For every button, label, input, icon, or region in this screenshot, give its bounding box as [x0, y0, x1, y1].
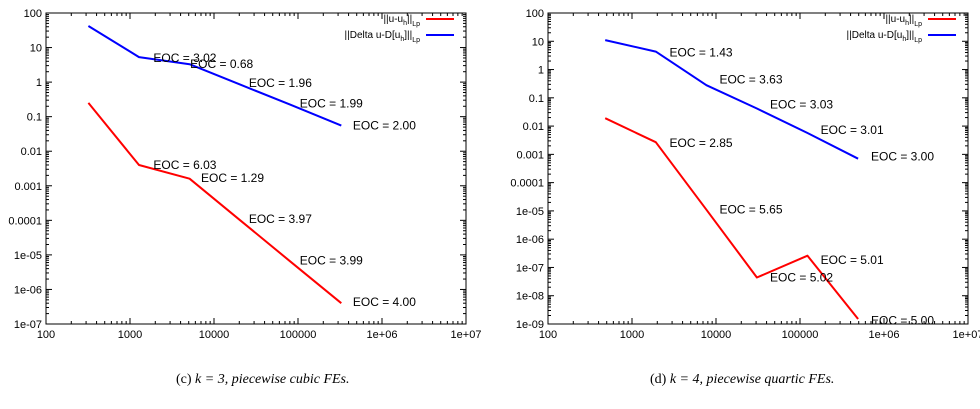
- eoc-annotation: EOC = 3.02: [153, 51, 216, 65]
- y-tick-label: 0.0001: [8, 215, 42, 227]
- eoc-annotation: EOC = 3.99: [300, 254, 363, 268]
- series-line-1: [604, 39, 859, 160]
- eoc-annotation: EOC = 1.29: [201, 171, 264, 185]
- x-tick-label: 1e+07: [953, 329, 980, 341]
- chart-right: 100 1000 10000 100000 1e+06 1e+07 1e-09 1e-08 1e…: [510, 8, 980, 341]
- eoc-annotation: EOC = 3.00: [871, 150, 934, 164]
- eoc-annotation: EOC = 2.85: [670, 136, 733, 150]
- x-tick-label: 10000: [199, 329, 230, 341]
- y-tick-label: 0.1: [529, 93, 544, 105]
- eoc-annotation: EOC = 3.01: [821, 123, 884, 137]
- eoc-annotation: EOC = 5.02: [770, 270, 833, 284]
- chart-left: 100 1000 10000 100000 1e+06 1e+07 1e-07 1e-06 1e…: [8, 8, 481, 341]
- eoc-annotation: EOC = 5.65: [719, 203, 782, 217]
- eoc-annotation: EOC = 3.97: [249, 212, 312, 226]
- eoc-annotation: EOC = 6.03: [153, 158, 216, 172]
- y-tick-label: 0.001: [14, 181, 42, 193]
- eoc-annotation: EOC = 3.63: [719, 72, 782, 86]
- eoc-annotation: EOC = 0.68: [190, 57, 253, 71]
- legend-label-1: ||Delta u-D[uh]||Lp: [345, 30, 421, 44]
- caption-right-math: k = 4: [669, 372, 700, 387]
- x-tick-label: 100: [37, 329, 55, 341]
- y-tick-label: 1e-07: [14, 319, 42, 331]
- eoc-annotation: EOC = 4.00: [353, 295, 416, 309]
- series-line-1: [87, 25, 342, 127]
- caption-right-text: , piecewise quartic FEs.: [699, 372, 835, 387]
- eoc-annotation: EOC = 5.00: [871, 313, 934, 327]
- x-tick-label: 100000: [782, 329, 819, 341]
- y-tick-label: 0.001: [516, 149, 544, 161]
- plot-frame: [547, 12, 969, 325]
- y-tick-label: 1e-09: [516, 319, 544, 331]
- y-tick-label: 1e-05: [516, 206, 544, 218]
- caption-left-prefix: (c): [176, 372, 196, 387]
- plot-frame: [45, 12, 467, 325]
- y-tick-label: 1e-06: [14, 284, 42, 296]
- y-tick-label: 1e-08: [516, 291, 544, 303]
- x-tick-label: 1000: [620, 329, 644, 341]
- eoc-annotation: EOC = 3.03: [770, 98, 833, 112]
- legend-label-0: ||u-uh||Lp: [885, 14, 922, 28]
- y-tick-label: 10: [532, 36, 544, 48]
- x-tick-label: 1e+06: [367, 329, 398, 341]
- y-tick-label: 100: [526, 8, 544, 20]
- y-tick-label: 1e-07: [516, 262, 544, 274]
- y-tick-label: 0.0001: [510, 178, 544, 190]
- caption-left: (c) k = 3, piecewise cubic FEs.: [176, 372, 350, 388]
- y-tick-label: 1e-06: [516, 234, 544, 246]
- x-tick-label: 1e+06: [869, 329, 900, 341]
- caption-left-math: k = 3: [195, 372, 225, 387]
- eoc-annotation: EOC = 1.96: [249, 76, 312, 90]
- y-tick-label: 1e-05: [14, 250, 42, 262]
- y-tick-label: 0.01: [21, 146, 42, 158]
- y-tick-label: 0.01: [523, 121, 544, 133]
- y-tick-label: 0.1: [27, 112, 42, 124]
- y-tick-label: 1: [36, 77, 42, 89]
- x-tick-label: 1000: [118, 329, 142, 341]
- series-line-0: [87, 102, 342, 304]
- y-tick-label: 1: [538, 65, 544, 77]
- x-tick-label: 1e+07: [451, 329, 482, 341]
- x-tick-label: 10000: [701, 329, 732, 341]
- caption-right: (d) k = 4, piecewise quartic FEs.: [650, 372, 834, 388]
- legend-label-0: ||u-uh||Lp: [383, 14, 420, 28]
- legend-label-1: ||Delta u-D[uh]||Lp: [847, 30, 923, 44]
- x-tick-label: 100000: [280, 329, 317, 341]
- y-tick-label: 100: [24, 8, 42, 20]
- x-tick-label: 100: [539, 329, 557, 341]
- series-line-0: [604, 117, 859, 320]
- y-tick-label: 10: [30, 43, 42, 55]
- eoc-annotation: EOC = 5.01: [821, 253, 884, 267]
- eoc-annotation: EOC = 1.43: [670, 46, 733, 60]
- eoc-annotation: EOC = 2.00: [353, 119, 416, 133]
- caption-right-prefix: (d): [650, 372, 670, 387]
- eoc-annotation: EOC = 1.99: [300, 97, 363, 111]
- caption-left-text: , piecewise cubic FEs.: [224, 372, 350, 387]
